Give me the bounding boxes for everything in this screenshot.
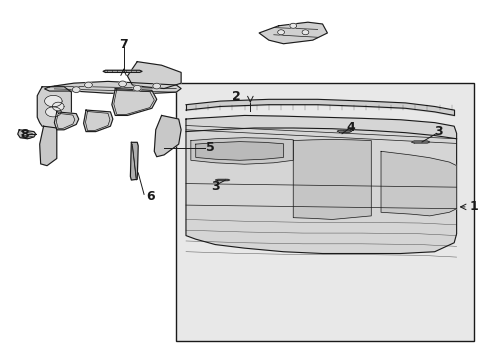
- Polygon shape: [54, 112, 79, 130]
- Text: 5: 5: [206, 141, 215, 154]
- Polygon shape: [18, 130, 36, 139]
- Polygon shape: [190, 138, 293, 164]
- Circle shape: [289, 23, 296, 28]
- Polygon shape: [293, 139, 370, 220]
- Circle shape: [133, 85, 141, 91]
- Text: 4: 4: [346, 121, 354, 134]
- Bar: [176, 83, 473, 341]
- Polygon shape: [336, 130, 351, 132]
- Polygon shape: [37, 87, 71, 128]
- Text: 3: 3: [433, 125, 442, 138]
- Polygon shape: [44, 95, 62, 107]
- Polygon shape: [195, 141, 283, 160]
- Circle shape: [72, 87, 80, 93]
- Text: 7: 7: [119, 38, 128, 51]
- Circle shape: [84, 82, 92, 88]
- Text: 1: 1: [469, 201, 478, 213]
- Polygon shape: [40, 126, 57, 166]
- Text: 6: 6: [146, 190, 154, 203]
- Polygon shape: [83, 110, 113, 132]
- Circle shape: [302, 30, 308, 35]
- Polygon shape: [103, 70, 142, 72]
- Polygon shape: [112, 89, 157, 116]
- Polygon shape: [130, 142, 138, 180]
- Text: 3: 3: [210, 180, 219, 193]
- Circle shape: [153, 83, 160, 89]
- Polygon shape: [154, 116, 181, 157]
- Text: 8: 8: [20, 127, 28, 141]
- Polygon shape: [259, 22, 327, 44]
- Circle shape: [119, 81, 126, 87]
- Text: 2: 2: [232, 90, 241, 103]
- Polygon shape: [45, 107, 61, 117]
- Polygon shape: [380, 151, 456, 216]
- Polygon shape: [44, 81, 181, 94]
- Circle shape: [277, 30, 284, 35]
- Polygon shape: [410, 141, 429, 143]
- Polygon shape: [215, 179, 229, 181]
- Polygon shape: [127, 62, 181, 89]
- Polygon shape: [185, 116, 456, 253]
- Polygon shape: [52, 102, 64, 111]
